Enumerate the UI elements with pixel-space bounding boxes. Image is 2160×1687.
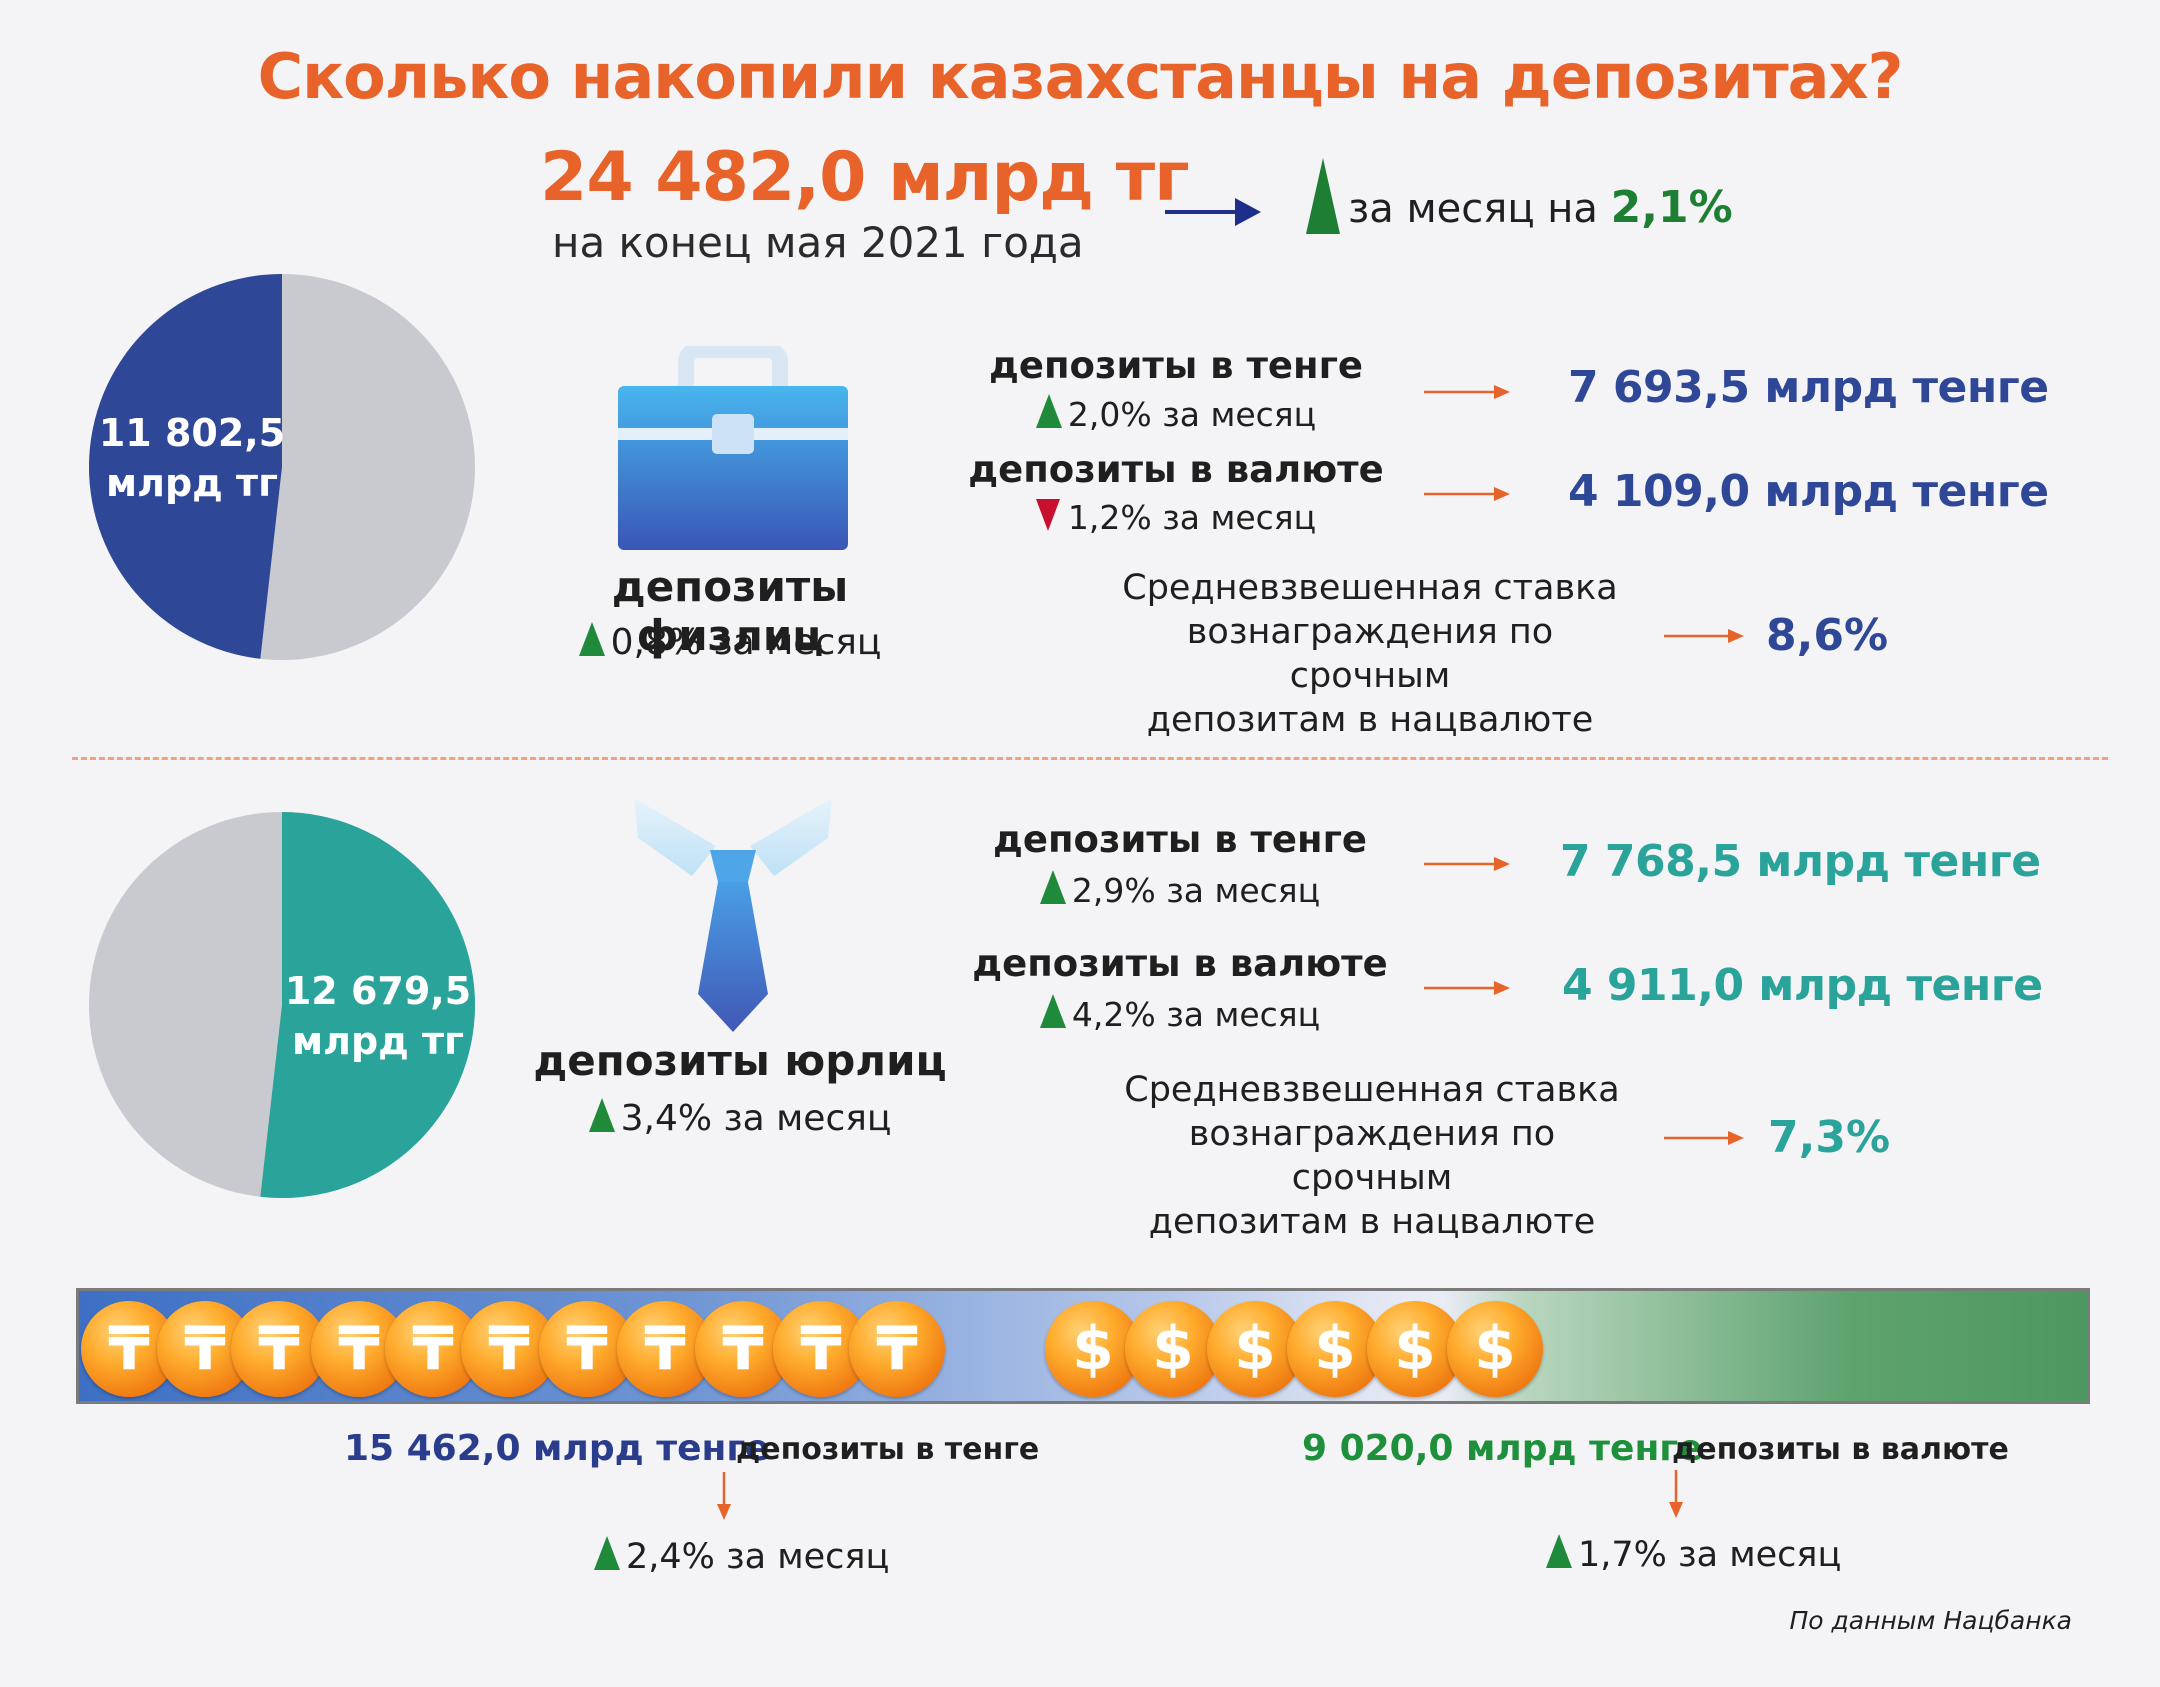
- category-change-legal: 3,4% за месяц: [530, 1098, 950, 1139]
- category-label-individuals: депозиты физлиц: [611, 562, 849, 660]
- up-triangle-icon: [594, 1536, 620, 1570]
- source-note: По данным Нацбанка: [1789, 1606, 2072, 1635]
- pie-unit: млрд тг: [292, 1019, 464, 1063]
- up-triangle-icon: [1306, 158, 1346, 236]
- category-change-individuals: 0,8% за месяц: [520, 622, 940, 663]
- pie-slice-individuals: [89, 274, 282, 659]
- row-change-legal-fx: 4,2% за месяц: [970, 994, 1390, 1034]
- page-title: Сколько накопили казахстанцы на депозита…: [257, 40, 1904, 113]
- arrow-right-icon: [1424, 981, 1510, 995]
- tenge-coin-icon: ₸: [461, 1301, 557, 1397]
- total-deposits-subtitle: на конец мая 2021 года: [552, 218, 1084, 267]
- dollar-coin-icon: $: [1367, 1301, 1463, 1397]
- pie-slice-legal: [260, 812, 476, 1198]
- arrow-right-icon: [1664, 1131, 1744, 1145]
- dollar-coin-icon: $: [1125, 1301, 1221, 1397]
- section-divider: [72, 757, 2108, 760]
- arrow-right-icon: [1424, 857, 1510, 871]
- fx-total-label: депозиты в валюте: [1672, 1432, 2009, 1467]
- row-label-individuals-tenge: депозиты в тенге: [989, 344, 1363, 387]
- arrow-down-icon: [717, 1472, 731, 1520]
- rate-description-individuals: Средневзвешенная ставка вознаграждения п…: [1122, 568, 1618, 740]
- total-change: за месяц на 2,1%: [1348, 182, 1733, 233]
- total-change-prefix: за месяц на: [1348, 186, 1598, 232]
- dollar-coin-icon: $: [1045, 1301, 1141, 1397]
- category-label-legal: депозиты юрлиц: [533, 1036, 947, 1085]
- rate-value-individuals: 8,6%: [1766, 610, 1889, 661]
- currency-split-strip: ₸ ₸ ₸ ₸ ₸ ₸ ₸ ₸ ₸ ₸ ₸ $ $ $ $ $ $: [76, 1288, 2090, 1404]
- total-change-value: 2,1%: [1610, 182, 1733, 233]
- up-triangle-icon: [1039, 870, 1066, 904]
- tenge-coin-icon: ₸: [849, 1301, 945, 1397]
- value-legal-fx: 4 911,0 млрд тенге: [1562, 960, 2043, 1011]
- necktie-icon: [634, 798, 832, 1032]
- arrow-right-icon: [1424, 385, 1510, 399]
- up-triangle-icon: [578, 622, 605, 656]
- tenge-coin-icon: ₸: [617, 1301, 713, 1397]
- up-triangle-icon: [588, 1098, 615, 1132]
- fx-total-change: 1,7% за месяц: [1546, 1534, 1841, 1575]
- arrow-right-icon: [1664, 629, 1744, 643]
- arrow-right-icon: [1165, 198, 1261, 226]
- arrow-down-icon: [1669, 1470, 1683, 1518]
- rate-value-legal: 7,3%: [1768, 1112, 1891, 1163]
- value-individuals-tenge: 7 693,5 млрд тенге: [1568, 362, 2049, 413]
- pie-chart-individuals: [89, 274, 475, 660]
- row-label-individuals-fx: депозиты в валюте: [968, 448, 1384, 491]
- up-triangle-icon: [1039, 994, 1066, 1028]
- pie-value: 12 679,5: [284, 969, 472, 1013]
- row-label-legal-fx: депозиты в валюте: [972, 942, 1388, 985]
- fx-total-value: 9 020,0 млрд тенге: [1302, 1428, 1703, 1469]
- row-change-individuals-fx: 1,2% за месяц: [966, 498, 1386, 537]
- value-legal-tenge: 7 768,5 млрд тенге: [1560, 836, 2041, 887]
- briefcase-icon: [618, 346, 848, 550]
- row-label-legal-tenge: депозиты в тенге: [993, 818, 1367, 861]
- pie-label-legal: 12 679,5 млрд тг: [258, 966, 498, 1066]
- pie-value: 11 802,5: [98, 411, 286, 455]
- row-change-legal-tenge: 2,9% за месяц: [970, 870, 1390, 910]
- rate-description-legal: Средневзвешенная ставка вознаграждения п…: [1124, 1070, 1620, 1242]
- up-triangle-icon: [1035, 394, 1062, 428]
- row-change-individuals-tenge: 2,0% за месяц: [966, 394, 1386, 434]
- down-triangle-icon: [1035, 499, 1060, 531]
- tenge-total-value: 15 462,0 млрд тенге: [344, 1428, 770, 1469]
- dollar-coin-icon: $: [1207, 1301, 1303, 1397]
- pie-chart-legal: [89, 812, 476, 1198]
- pie-unit: млрд тг: [106, 461, 278, 505]
- up-triangle-icon: [1546, 1534, 1572, 1568]
- pie-label-individuals: 11 802,5 млрд тг: [72, 408, 312, 508]
- arrow-right-icon: [1424, 487, 1510, 501]
- tenge-total-label: депозиты в тенге: [736, 1432, 1040, 1467]
- tenge-total-change: 2,4% за месяц: [594, 1536, 889, 1577]
- total-deposits-value: 24 482,0 млрд тг: [540, 138, 1190, 217]
- dollar-coin-icon: $: [1447, 1301, 1543, 1397]
- value-individuals-fx: 4 109,0 млрд тенге: [1568, 466, 2049, 517]
